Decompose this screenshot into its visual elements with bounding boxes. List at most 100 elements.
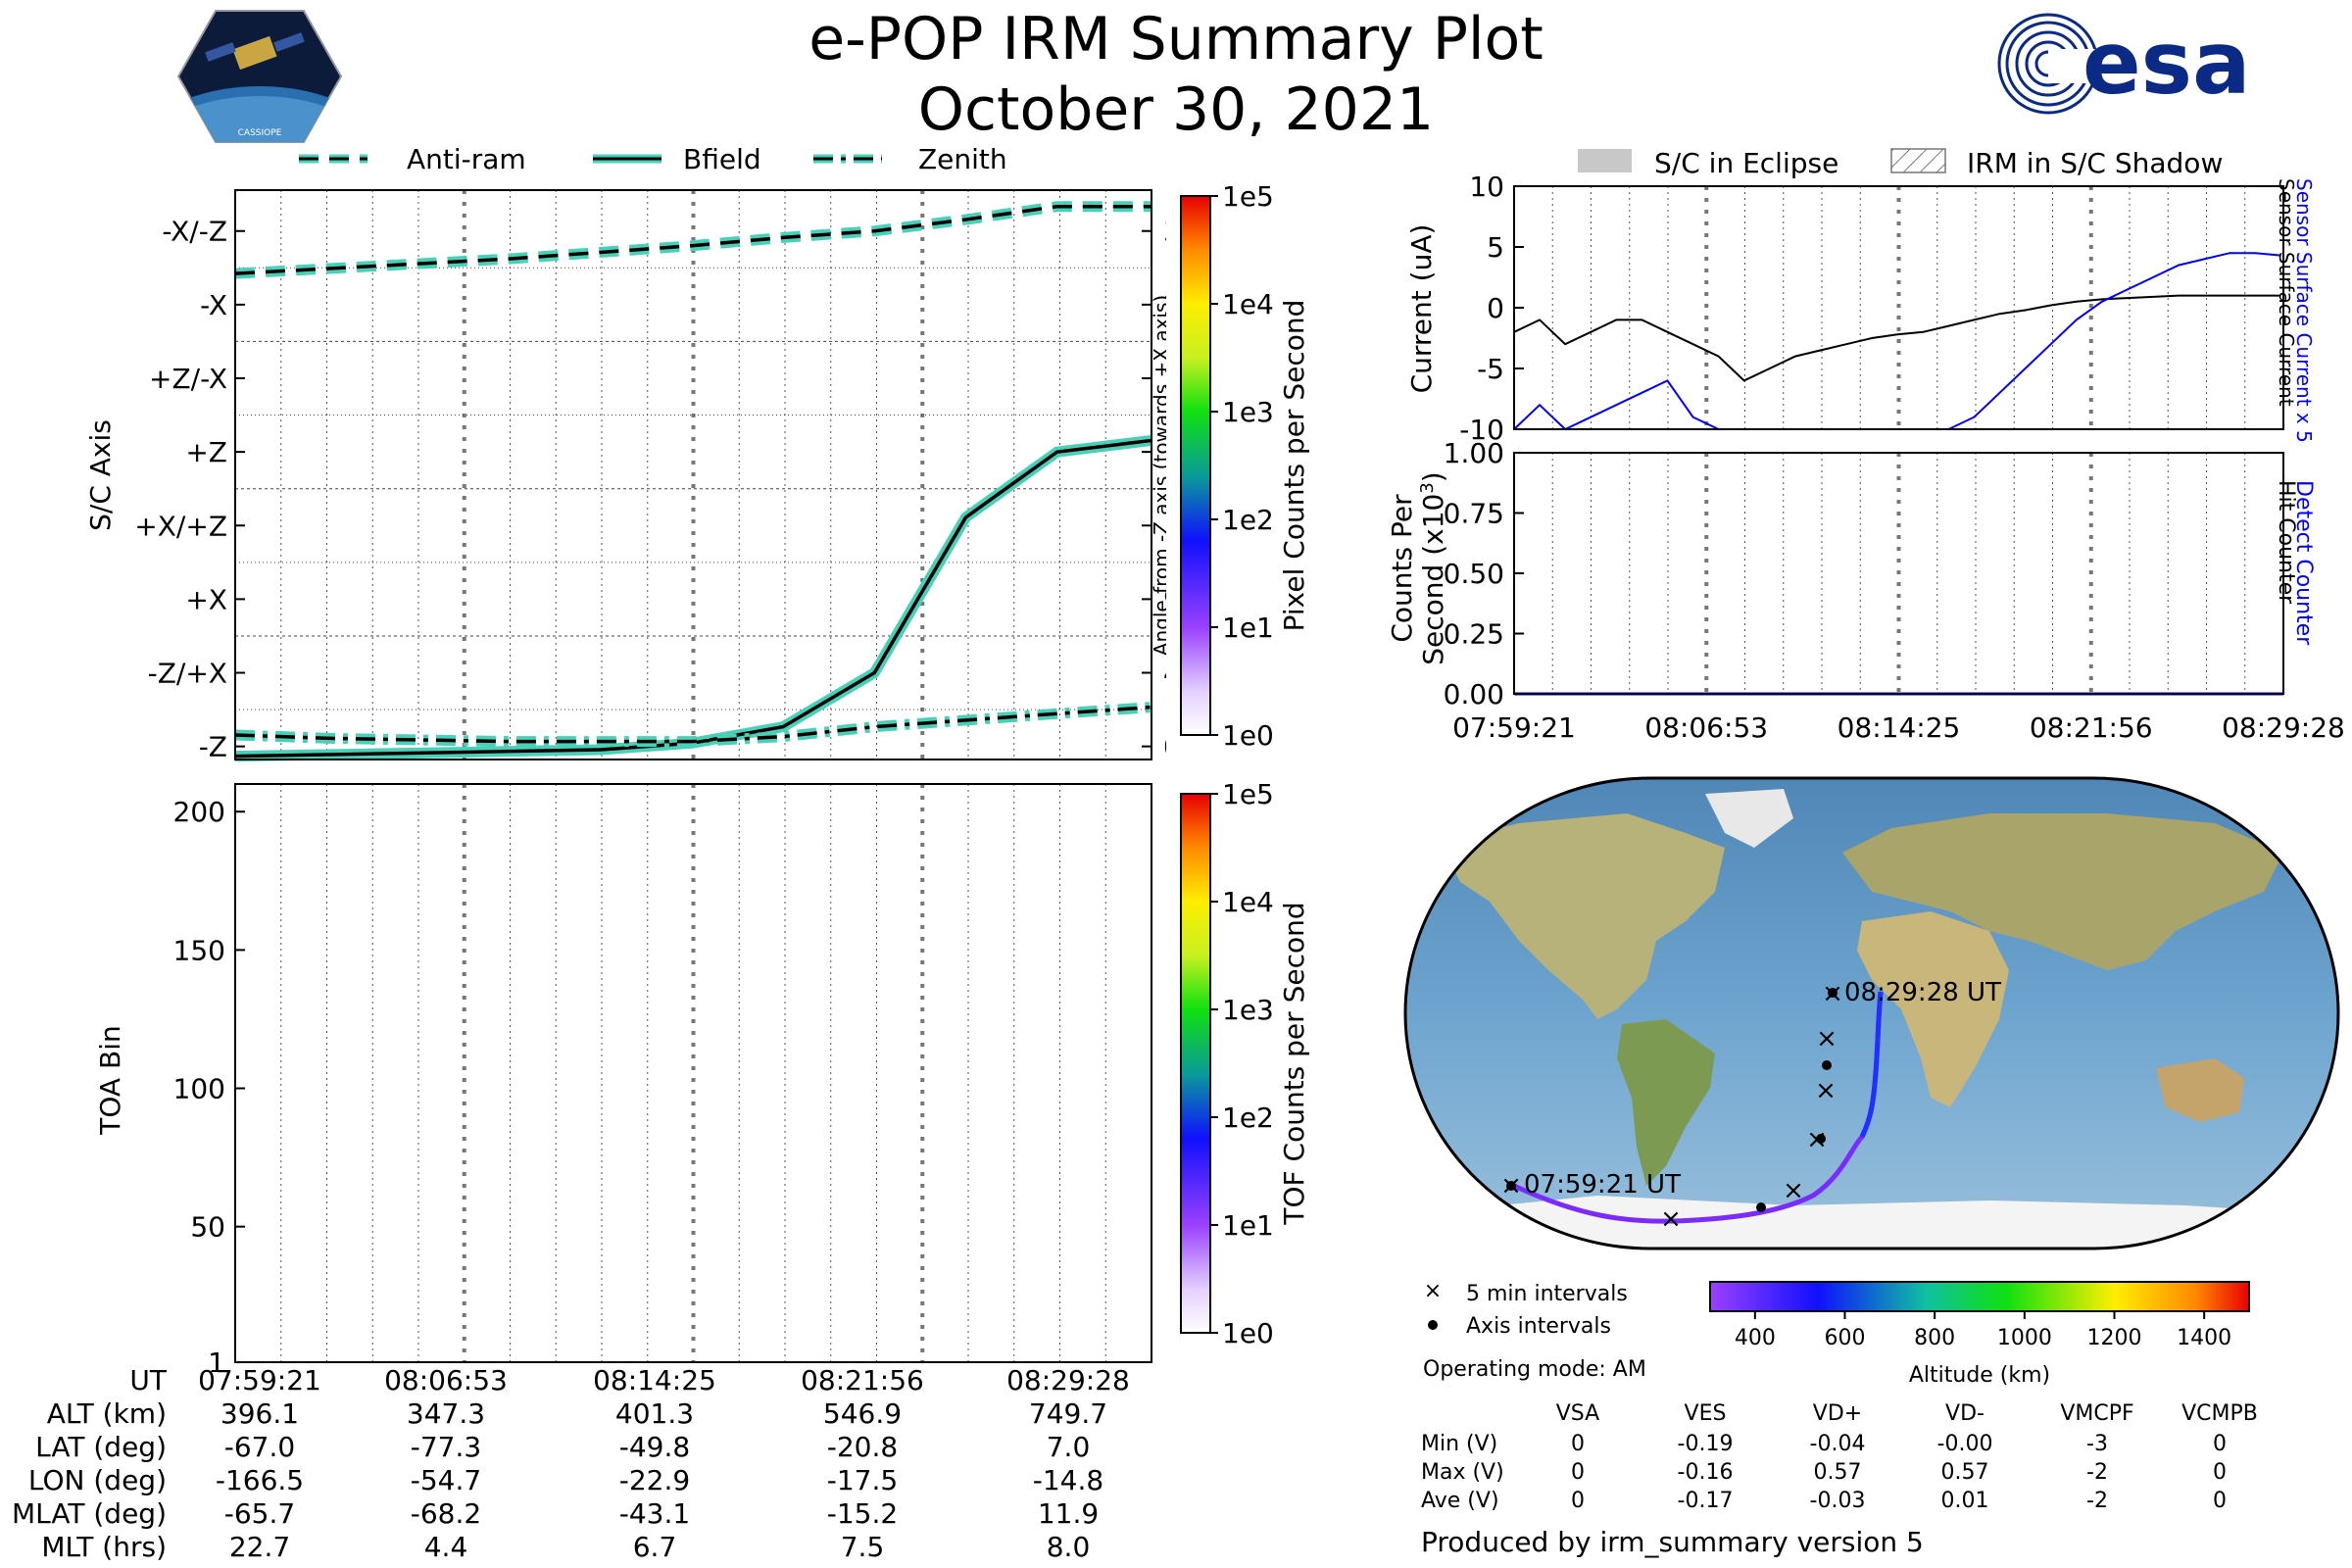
orientation-axis-label: -Z	[199, 731, 227, 763]
voltage-cell: -0.19	[1678, 1432, 1734, 1456]
series-halo-zenith	[234, 702, 1152, 748]
tof-colorbar: 1e0 1e1 1e2 1e3 1e4 1e5 TOF Counts per Second	[1180, 784, 1310, 1349]
orbit-markers: × × × × × × ×	[1500, 979, 1843, 1234]
legend-5min: 5 min intervals	[1466, 1282, 1628, 1306]
voltage-cell: 0	[1571, 1432, 1585, 1456]
voltage-row-label: Max (V)	[1421, 1460, 1504, 1485]
ephemeris-row-label: LAT (deg)	[35, 1431, 167, 1463]
ephemeris-row-label: LON (deg)	[28, 1464, 167, 1496]
orientation-plot-frame	[234, 189, 1152, 760]
voltage-cell: 0	[2213, 1489, 2227, 1513]
eclipse-swatch	[1578, 149, 1632, 172]
colorbar-tick: 1e5	[1222, 784, 1274, 810]
counts-tick: 1.00	[1444, 441, 1504, 469]
altitude-tick: 1000	[1997, 1326, 2052, 1350]
voltage-cell: -0.16	[1678, 1460, 1734, 1485]
altitude-label: Altitude (km)	[1909, 1363, 2050, 1388]
ephemeris-row-label: MLT (hrs)	[41, 1531, 167, 1563]
ephemeris-cell: -67.0	[224, 1431, 295, 1463]
ephemeris-cell: -43.1	[619, 1497, 690, 1530]
voltage-column-header: VMCPF	[2060, 1401, 2133, 1426]
colorbar-tick: 1e0	[1222, 719, 1274, 752]
voltage-cell: -2	[2086, 1489, 2108, 1513]
altitude-tick: 800	[1914, 1326, 1955, 1350]
altitude-tick: 1200	[2087, 1326, 2142, 1350]
orientation-legend: Anti-ram Bfield Zenith	[299, 143, 1007, 175]
orientation-axis-label: +Z	[185, 436, 227, 468]
ephemeris-cell: 08:21:56	[801, 1364, 924, 1396]
ephemeris-cell: -54.7	[411, 1464, 481, 1496]
voltage-cell: 0	[2213, 1460, 2227, 1485]
ephemeris-row-label: MLAT (deg)	[12, 1497, 167, 1530]
plot-date: October 30, 2021	[917, 75, 1435, 144]
colorbar-tick: 1e5	[1222, 186, 1274, 213]
australia	[2156, 1058, 2244, 1122]
svg-text:×: ×	[1816, 1024, 1838, 1054]
colorbar-tick: 1e4	[1222, 886, 1274, 918]
voltage-row-label: Ave (V)	[1421, 1489, 1499, 1513]
voltage-cell: 0.01	[1941, 1489, 1989, 1513]
colorbar-tick: 1e1	[1222, 1209, 1274, 1242]
ephemeris-cell: 08:14:25	[593, 1364, 716, 1396]
ephemeris-row-label: ALT (km)	[47, 1397, 167, 1430]
counts-tick: 0.25	[1444, 618, 1504, 651]
ephemeris-cell: 7.5	[841, 1531, 885, 1563]
current-tick: 5	[1487, 231, 1504, 264]
legend-zenith: Zenith	[918, 143, 1007, 175]
ephemeris-cell: -17.5	[827, 1464, 898, 1496]
orientation-ylabel: S/C Axis	[84, 419, 117, 531]
colorbar-tick: 1e0	[1222, 1317, 1274, 1349]
orientation-angle-tick: 90	[1163, 583, 1166, 615]
voltage-column-header: VSA	[1556, 1401, 1599, 1426]
orientation-angle-tick: 180	[1163, 436, 1166, 468]
ephemeris-table: UT 07:59:21 08:06:53 08:14:25 08:21:56 08:29:…	[12, 1364, 1130, 1563]
voltage-column-header: VD-	[1945, 1401, 1984, 1426]
orientation-axis-label: -Z/+X	[148, 658, 227, 690]
voltage-cell: 0.57	[1941, 1460, 1989, 1485]
ephemeris-cell: 749.7	[1029, 1397, 1107, 1430]
orientation-axis-label: -X/-Z	[162, 216, 227, 248]
svg-text:×: ×	[1660, 1204, 1682, 1234]
ephemeris-cell: 8.0	[1047, 1531, 1091, 1563]
axis-interval-marker-icon	[1428, 1320, 1438, 1330]
legend-axis: Axis intervals	[1466, 1314, 1611, 1339]
legend-bfield: Bfield	[683, 143, 761, 175]
ephemeris-cell: -65.7	[224, 1497, 295, 1530]
voltage-column-header: VES	[1685, 1401, 1727, 1426]
toa-plot-frame	[234, 783, 1152, 1363]
altitude-colorbar	[1709, 1281, 2250, 1312]
counts-ylabel-1: Counts Per	[1386, 494, 1418, 643]
voltage-cell: 0	[1571, 1460, 1585, 1485]
orbit-track-high	[1859, 991, 1884, 1139]
ephemeris-cell: -15.2	[827, 1497, 898, 1530]
voltage-cell: -0.03	[1810, 1489, 1866, 1513]
series-line-zenith	[234, 705, 1152, 744]
colorbar-tick: 1e4	[1222, 288, 1274, 320]
toa-ylabel: TOA Bin	[94, 1025, 126, 1135]
current-series-1	[1513, 252, 2281, 431]
counts-chart: Counts Per Second (x103) 1.00 0.75 0.50 0.2…	[1386, 441, 2345, 744]
orientation-right-label: Angle from -Z axis (towards +X axis)	[1150, 295, 1166, 656]
map-end-label: 08:29:28 UT	[1844, 978, 2001, 1007]
ephemeris-cell: 7.0	[1047, 1431, 1091, 1463]
north-america	[1441, 813, 1725, 1019]
svg-text:×: ×	[1783, 1176, 1804, 1205]
counts-right-label-blue: Detect Counter	[2291, 480, 2316, 646]
orientation-angle-tick: 270	[1163, 289, 1166, 321]
current-ylabel: Current (uA)	[1405, 224, 1438, 394]
current-series-0	[1513, 294, 2281, 382]
tof-colorbar-label: TOF Counts per Second	[1278, 902, 1310, 1225]
ephemeris-cell: -49.8	[619, 1431, 690, 1463]
antarctica	[1405, 1196, 2338, 1249]
counts-ylabel-2: Second (x103)	[1417, 471, 1449, 664]
south-america	[1617, 1019, 1715, 1186]
ephemeris-cell: -77.3	[411, 1431, 481, 1463]
plot-title: e-POP IRM Summary Plot	[808, 5, 1544, 74]
current-tick: 0	[1487, 292, 1504, 324]
current-chart: Current (uA) 10 5 0 -5 -10 Sensor Surface Cu…	[1405, 176, 2316, 441]
orbit-map: × × × × × × × 07:59:21 UT 08:29:28 UT	[1403, 776, 2340, 1250]
orientation-angle-tick: 0	[1163, 731, 1166, 763]
orientation-axis-label: +X/+Z	[134, 510, 227, 542]
legend-shadow: IRM in S/C Shadow	[1967, 147, 2223, 179]
